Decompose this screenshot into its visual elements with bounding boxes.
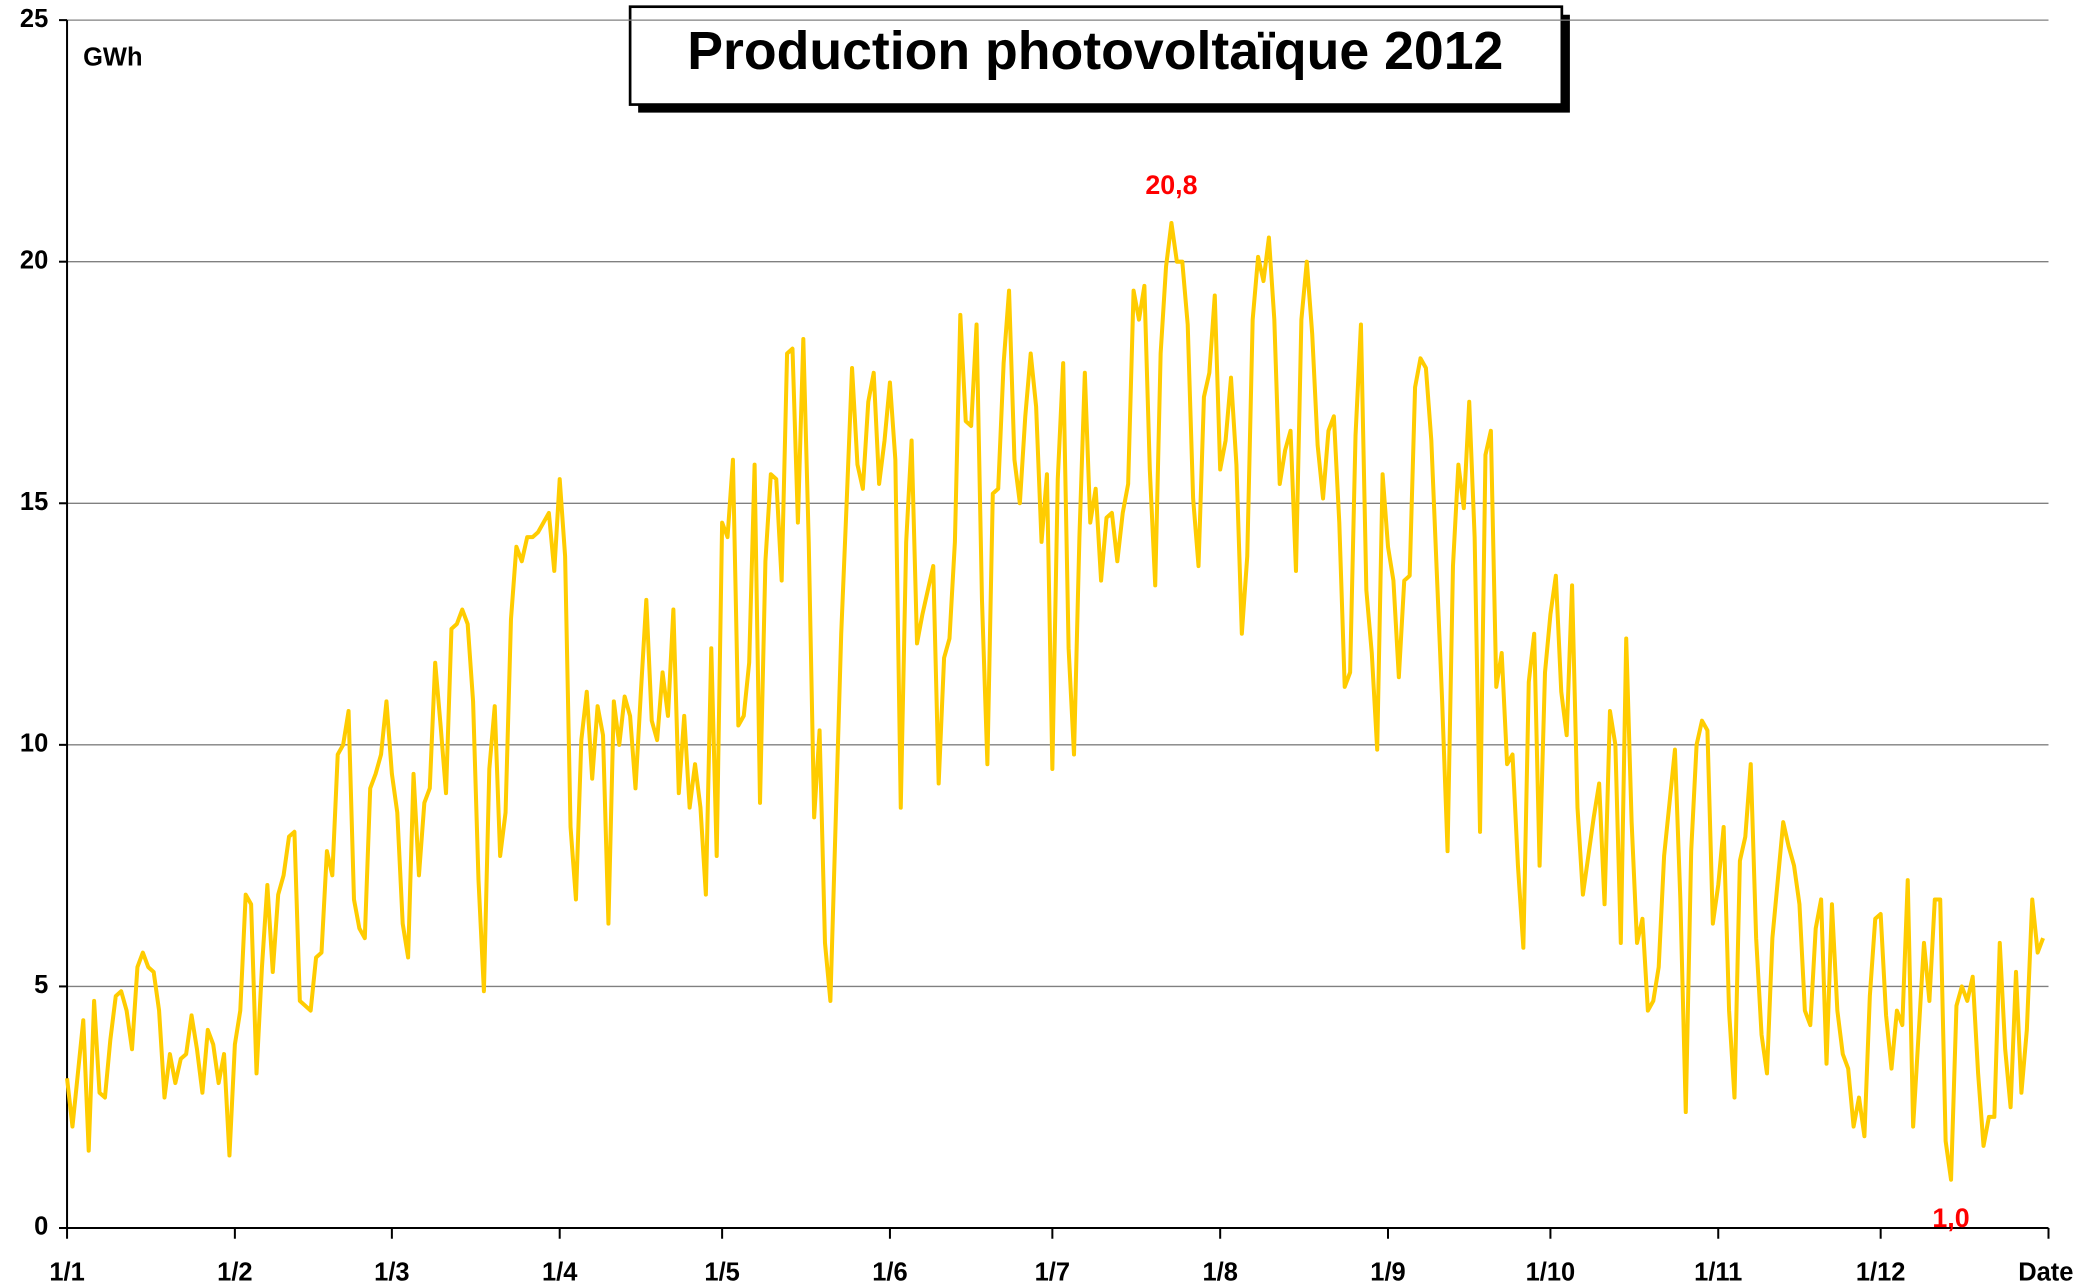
y-tick-label: 0 <box>34 1213 48 1241</box>
x-tick-label: 1/9 <box>1370 1258 1405 1286</box>
x-tick-label: 1/6 <box>872 1258 907 1286</box>
x-tick-label: 1/12 <box>1856 1258 1906 1286</box>
x-tick-label: 1/2 <box>217 1258 252 1286</box>
x-tick-label: 1/7 <box>1035 1258 1070 1286</box>
x-tick-label: 1/11 <box>1694 1258 1742 1286</box>
y-tick-label: 10 <box>20 730 48 758</box>
annotation: 20,8 <box>1145 170 1197 200</box>
x-tick-label: 1/1 <box>49 1258 84 1286</box>
y-tick-label: 20 <box>20 246 48 274</box>
y-tick-label: 25 <box>20 5 48 33</box>
x-tick-label: 1/3 <box>374 1258 409 1286</box>
y-axis-label: GWh <box>83 44 142 72</box>
x-tick-label: 1/10 <box>1526 1258 1576 1286</box>
title-box <box>628 5 1564 106</box>
chart-title: Production photovoltaïque 2012 <box>687 21 1503 81</box>
x-axis-label: Date <box>2018 1258 2073 1286</box>
x-tick-label: 1/8 <box>1202 1258 1237 1286</box>
series-line <box>65 221 2045 1182</box>
y-tick-label: 5 <box>34 971 48 999</box>
annotation: 1,0 <box>1932 1203 1969 1233</box>
x-tick-label: 1/5 <box>704 1258 739 1286</box>
y-tick-label: 15 <box>20 488 48 516</box>
x-tick-label: 1/4 <box>542 1258 578 1286</box>
